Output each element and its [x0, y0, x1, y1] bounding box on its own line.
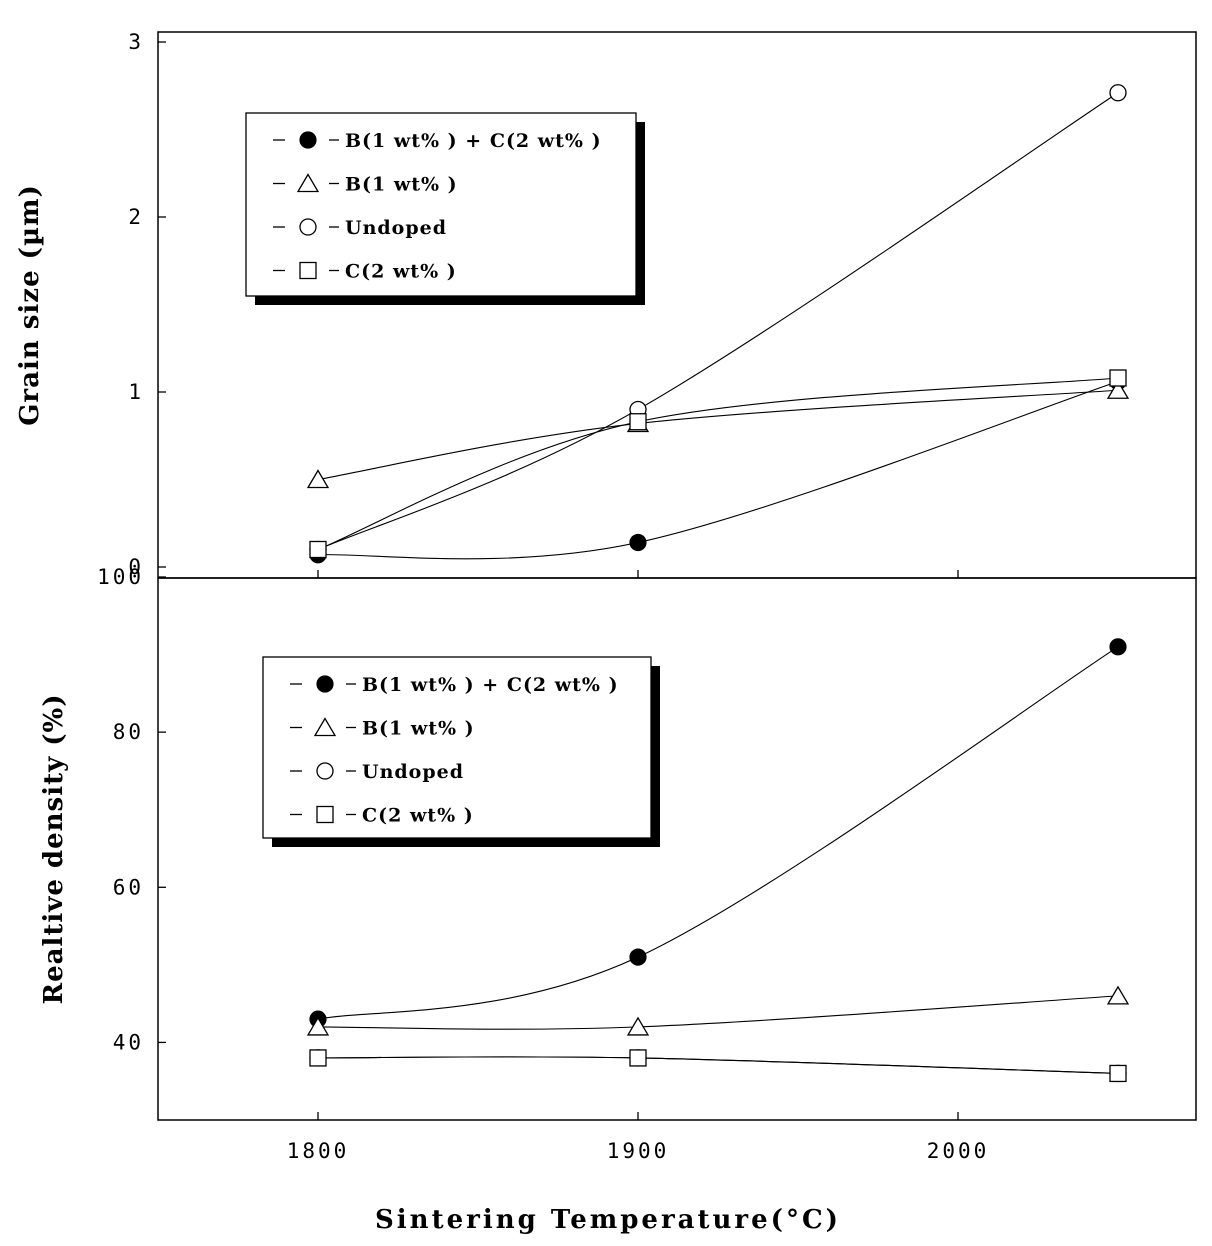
series-line: [317, 646, 1119, 1020]
legend-label: C(2 wt% ): [345, 261, 457, 283]
x-axis-title: Sintering Temperature(°C): [375, 1205, 841, 1235]
legend-label: B(1 wt% ) + C(2 wt% ): [345, 130, 602, 152]
data-point: [1109, 84, 1127, 102]
data-point: [629, 1049, 647, 1067]
series-line: [317, 1056, 1119, 1075]
data-point: [626, 1016, 650, 1036]
data-point: [1106, 379, 1130, 399]
data-point: [629, 533, 647, 552]
x-tick-label: 2000: [927, 1139, 990, 1163]
series-line: [317, 389, 1119, 481]
y-axis-title: Grain size (µm): [15, 184, 45, 426]
y-axis-title: Realtive density (%): [39, 693, 69, 1004]
legend-marker: [299, 261, 317, 280]
data-point: [1109, 1064, 1127, 1083]
legend-label: Undoped: [362, 761, 464, 783]
legend-marker: [316, 762, 334, 780]
data-point: [309, 540, 327, 559]
y-tick-label: 80: [113, 720, 144, 744]
y-tick-label: 3: [128, 30, 144, 54]
y-tick-label: 100: [97, 565, 144, 589]
y-tick-label: 40: [113, 1030, 144, 1054]
legend: B(1 wt% ) + C(2 wt% ) B(1 wt% ) Undoped C(2…: [245, 112, 645, 305]
legend-marker: [299, 218, 317, 236]
y-tick-label: 0: [128, 555, 144, 579]
y-tick-label: 2: [128, 205, 144, 229]
x-tick-label: 1800: [287, 1139, 350, 1163]
legend-marker: [313, 717, 337, 737]
data-point: [1109, 369, 1127, 387]
series-line: [317, 995, 1119, 1030]
series-line: [317, 377, 1119, 551]
y-tick-label: 60: [113, 875, 144, 899]
legend-label: Undoped: [345, 217, 447, 239]
data-point: [1106, 985, 1130, 1005]
relative-density-panel: 40 60 80 100 1800 1900 2000 Realtive density (%…: [39, 565, 1197, 1163]
legend-label: B(1 wt% ): [345, 174, 458, 196]
data-point: [1109, 638, 1127, 656]
series-line: [317, 380, 1119, 560]
plot-frame: [157, 577, 1197, 1121]
legend-label: B(1 wt% ) + C(2 wt% ): [362, 674, 619, 696]
legend-marker: [299, 131, 317, 149]
data-point: [306, 1016, 330, 1036]
series-line: [317, 1056, 1119, 1075]
data-point: [306, 469, 330, 489]
legend-label: B(1 wt% ): [362, 718, 475, 740]
legend-marker: [316, 675, 334, 693]
data-point: [309, 1049, 327, 1067]
series-line: [317, 92, 1119, 551]
x-tick-label: 1900: [607, 1139, 670, 1163]
legend: B(1 wt% ) + C(2 wt% ) B(1 wt% ) Undoped C(2…: [262, 656, 660, 847]
data-point: [629, 413, 647, 431]
y-tick-label: 1: [128, 380, 144, 404]
data-point: [629, 948, 647, 966]
legend-marker: [316, 805, 334, 824]
legend-marker: [296, 173, 320, 193]
legend-label: C(2 wt% ): [362, 805, 474, 827]
grain-size-panel: 0 1 2 3 Grain size (µm) B(1 wt% ) + C(2 wt% )…: [15, 30, 1197, 579]
